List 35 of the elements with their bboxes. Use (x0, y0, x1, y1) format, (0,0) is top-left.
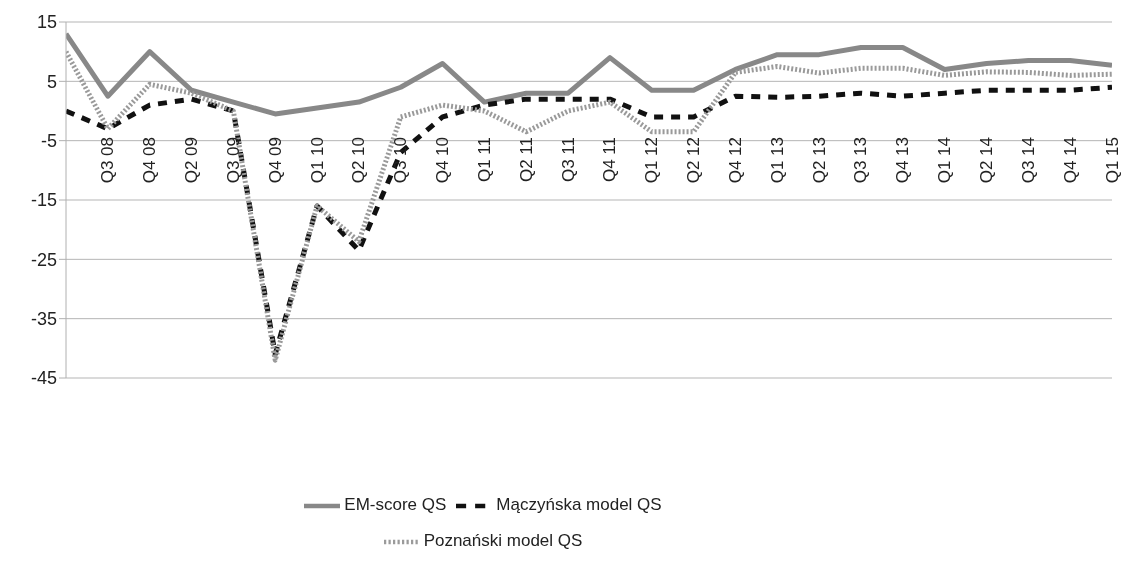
x-tick-label: Q4 14 (1060, 137, 1080, 184)
legend-label: Poznański model QS (423, 531, 583, 551)
x-tick-label: Q2 13 (809, 137, 829, 184)
x-tick-label: Q1 11 (474, 137, 494, 183)
x-tick-label: Q1 14 (935, 137, 955, 184)
x-tick-label: Q3 14 (1018, 137, 1038, 184)
x-tick-label: Q4 13 (893, 137, 913, 184)
y-tick-label: -15 (30, 190, 57, 211)
x-tick-label: Q2 12 (684, 137, 704, 184)
x-tick-label: Q1 12 (642, 137, 662, 184)
x-tick-label: Q3 13 (851, 137, 871, 184)
x-tick-label: Q2 10 (349, 137, 369, 184)
y-tick-label: -5 (40, 131, 57, 152)
y-tick-label: 15 (36, 12, 57, 33)
legend-label: Mączyńska model QS (496, 495, 662, 515)
y-tick-label: 5 (46, 71, 57, 92)
y-tick-label: -35 (30, 309, 57, 330)
x-tick-label: Q2 09 (182, 137, 202, 184)
y-tick-label: -25 (30, 249, 57, 270)
x-tick-label: Q4 08 (140, 137, 160, 184)
x-tick-label: Q3 11 (558, 137, 578, 183)
x-tick-label: Q2 14 (976, 137, 996, 184)
legend-label: EM-score QS (344, 495, 447, 515)
x-tick-label: Q3 08 (98, 137, 118, 184)
x-tick-label: Q4 12 (725, 137, 745, 184)
x-tick-label: Q2 11 (516, 137, 536, 183)
x-tick-label: Q1 10 (307, 137, 327, 184)
x-tick-label: Q4 10 (433, 137, 453, 184)
x-tick-label: Q4 09 (265, 137, 285, 184)
x-tick-label: Q4 11 (600, 137, 620, 183)
y-tick-label: -45 (30, 368, 57, 389)
x-tick-label: Q3 09 (223, 137, 243, 184)
x-tick-label: Q1 15 (1102, 137, 1122, 184)
x-tick-label: Q3 10 (391, 137, 411, 184)
x-tick-label: Q1 13 (767, 137, 787, 184)
